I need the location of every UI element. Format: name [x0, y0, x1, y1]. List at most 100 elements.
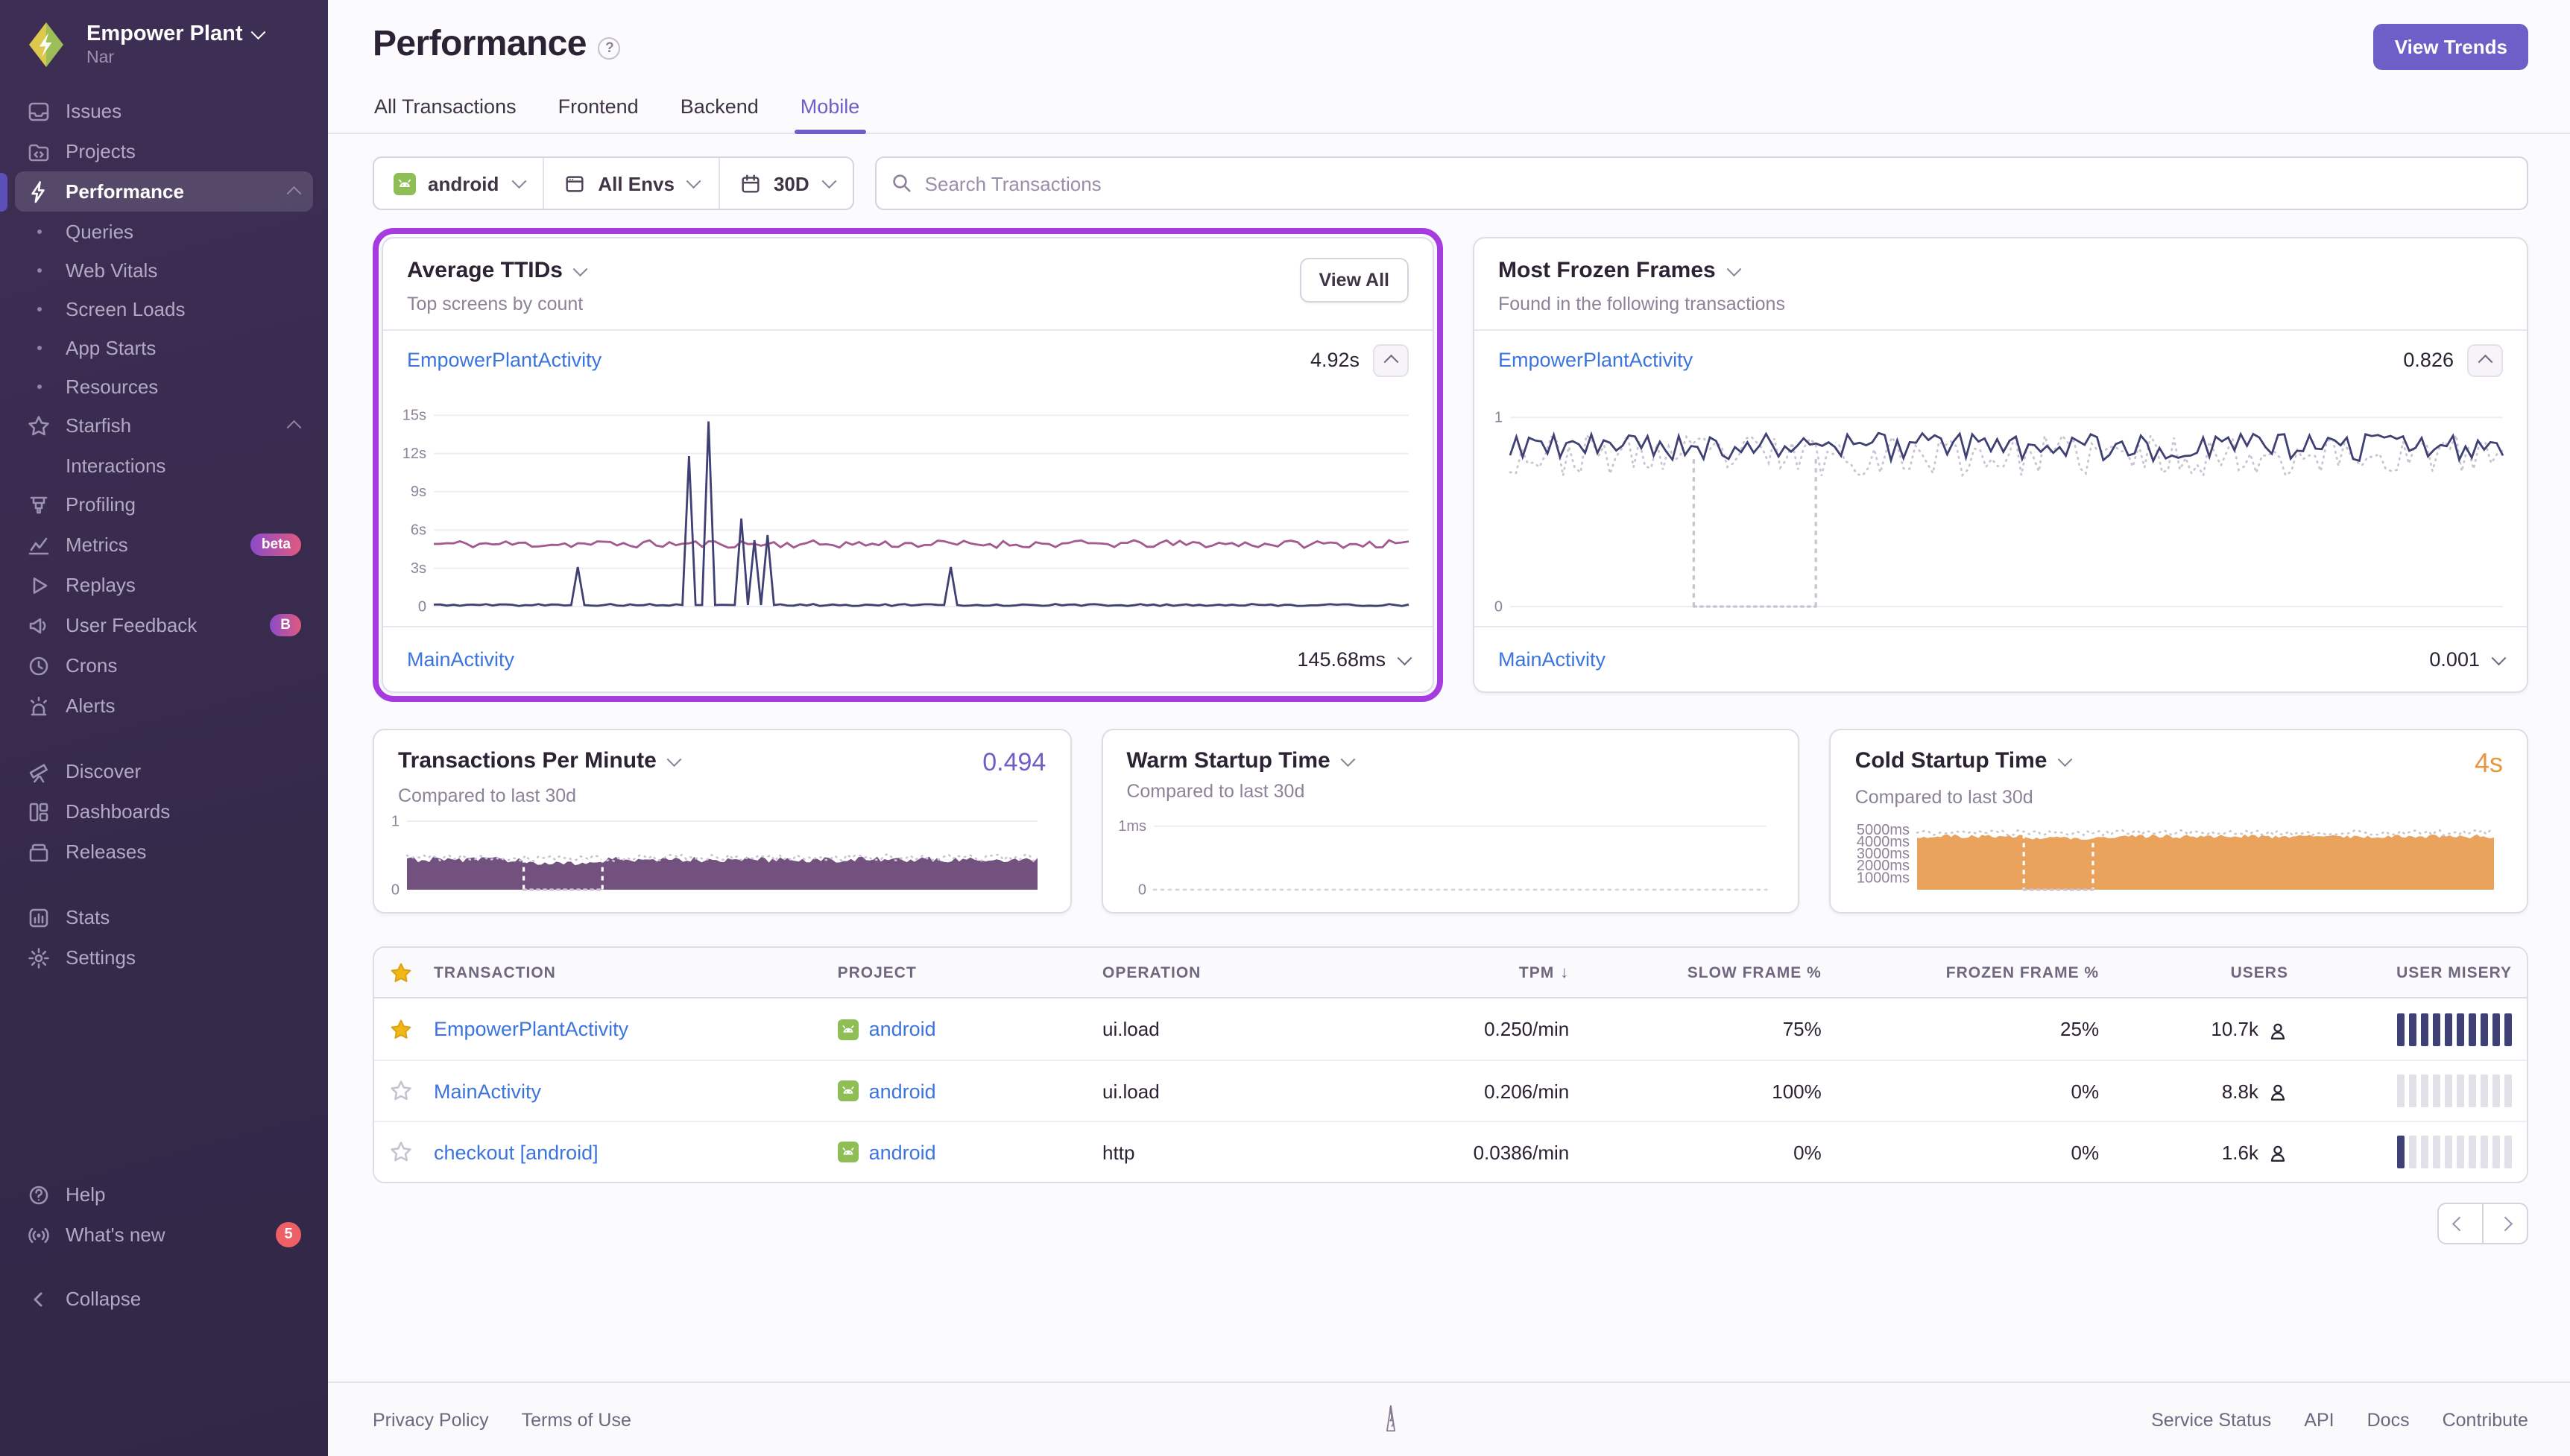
star-column-header[interactable]: [389, 960, 434, 984]
transaction-link[interactable]: checkout [android]: [434, 1141, 599, 1163]
android-icon: [394, 172, 416, 194]
chevron-down-icon[interactable]: [1727, 262, 1740, 275]
view-trends-button[interactable]: View Trends: [2374, 24, 2528, 70]
sidebar-item-releases[interactable]: Releases: [15, 832, 313, 872]
chevron-down-icon[interactable]: [2491, 651, 2504, 664]
project-link[interactable]: android: [869, 1018, 936, 1040]
environment-filter[interactable]: All Envs: [543, 158, 719, 209]
transaction-link[interactable]: EmpowerPlantActivity: [434, 1018, 628, 1040]
footer-link-privacy-policy[interactable]: Privacy Policy: [373, 1409, 489, 1430]
project-filter[interactable]: android: [374, 158, 543, 209]
column-header-operation[interactable]: OPERATION: [1102, 963, 1342, 981]
users-cell: 8.8k: [2099, 1080, 2288, 1102]
prev-page-button[interactable]: [2437, 1203, 2484, 1244]
sidebar-item-crons[interactable]: Crons: [15, 645, 313, 686]
column-header-frozen-frame-[interactable]: FROZEN FRAME %: [1822, 963, 2099, 981]
help-icon[interactable]: ?: [599, 37, 621, 59]
chevron-down-icon[interactable]: [668, 752, 681, 765]
search-transactions-input[interactable]: [876, 156, 2528, 210]
sidebar-item-profiling[interactable]: Profiling: [15, 484, 313, 525]
svg-text:0: 0: [1137, 881, 1146, 898]
footer-link-api[interactable]: API: [2304, 1409, 2334, 1430]
collapse-row-button[interactable]: [2467, 344, 2503, 376]
sidebar-item-label: Help: [66, 1183, 106, 1206]
sidebar-item-what-s-new[interactable]: What's new 5: [15, 1215, 313, 1255]
sidebar-item-resources[interactable]: Resources: [15, 367, 313, 405]
profiling-icon: [27, 493, 51, 516]
view-all-button[interactable]: View All: [1300, 258, 1409, 303]
sidebar-item-replays[interactable]: Replays: [15, 565, 313, 605]
frozen-frame-cell: 0%: [1822, 1080, 2099, 1102]
warm-startup-time-card: Warm Startup Time Compared to last 30d 1…: [1101, 729, 1799, 914]
star-icon[interactable]: [389, 1079, 413, 1103]
tab-mobile[interactable]: Mobile: [799, 85, 862, 133]
chevron-down-icon[interactable]: [2059, 752, 2072, 765]
tab-frontend[interactable]: Frontend: [557, 85, 640, 133]
sidebar-item-label: Web Vitals: [66, 259, 157, 281]
transaction-link[interactable]: MainActivity: [434, 1080, 541, 1102]
sidebar-item-screen-loads[interactable]: Screen Loads: [15, 289, 313, 328]
table-row[interactable]: MainActivity android ui.load 0.206/min 1…: [374, 1060, 2527, 1121]
column-header-tpm[interactable]: TPM↓: [1342, 963, 1570, 981]
sidebar-item-performance[interactable]: Performance: [15, 171, 313, 212]
table-row[interactable]: EmpowerPlantActivity android ui.load 0.2…: [374, 998, 2527, 1060]
page-footer: Privacy Policy Terms of Use Service Statu…: [328, 1381, 2570, 1456]
svg-text:3s: 3s: [411, 560, 426, 577]
tab-all-transactions[interactable]: All Transactions: [373, 85, 518, 133]
chevron-down-icon[interactable]: [1397, 651, 1410, 664]
column-header-project[interactable]: PROJECT: [838, 963, 1102, 981]
star-icon[interactable]: [389, 1140, 413, 1164]
footer-link-terms-of-use[interactable]: Terms of Use: [522, 1409, 631, 1430]
chevron-down-icon: [251, 25, 265, 39]
column-header-users[interactable]: USERS: [2099, 963, 2288, 981]
collapse-row-button[interactable]: [1373, 344, 1409, 376]
page-title: Performance: [373, 24, 587, 66]
sidebar-collapse-button[interactable]: Collapse: [0, 1279, 328, 1319]
sidebar-item-issues[interactable]: Issues: [15, 91, 313, 131]
star-icon[interactable]: [389, 1017, 413, 1041]
dashboards-icon: [27, 800, 51, 823]
footer-link-service-status[interactable]: Service Status: [2151, 1409, 2271, 1430]
chevron-up-icon: [286, 421, 300, 434]
footer-link-docs[interactable]: Docs: [2367, 1409, 2410, 1430]
page-filters: android All Envs 30D: [373, 156, 855, 210]
sidebar-item-starfish[interactable]: Starfish: [15, 405, 313, 446]
metric-value: 0.826: [2403, 349, 2454, 371]
chevron-down-icon[interactable]: [1342, 752, 1355, 765]
transaction-link[interactable]: EmpowerPlantActivity: [1498, 349, 1693, 371]
sidebar-item-dashboards[interactable]: Dashboards: [15, 791, 313, 832]
date-range-filter[interactable]: 30D: [719, 158, 853, 209]
transaction-link[interactable]: MainActivity: [1498, 648, 1606, 671]
sidebar-item-interactions[interactable]: Interactions: [15, 446, 313, 484]
table-row[interactable]: checkout [android] android http 0.0386/m…: [374, 1121, 2527, 1182]
chevron-down-icon[interactable]: [574, 262, 587, 275]
project-link[interactable]: android: [869, 1141, 936, 1163]
sidebar-item-help[interactable]: Help: [15, 1174, 313, 1215]
sidebar-item-alerts[interactable]: Alerts: [15, 686, 313, 726]
column-header-slow-frame-[interactable]: SLOW FRAME %: [1569, 963, 1822, 981]
project-link[interactable]: android: [869, 1080, 936, 1102]
sidebar-item-settings[interactable]: Settings: [15, 937, 313, 978]
column-header-transaction[interactable]: TRANSACTION: [434, 963, 838, 981]
clock-icon: [27, 653, 51, 677]
chevron-right-icon: [2498, 1217, 2512, 1230]
next-page-button[interactable]: [2482, 1203, 2528, 1244]
footer-link-contribute[interactable]: Contribute: [2443, 1409, 2528, 1430]
window-icon: [563, 172, 586, 194]
transaction-link[interactable]: MainActivity: [407, 648, 514, 671]
siren-icon: [27, 694, 51, 718]
sidebar-item-metrics[interactable]: Metrics beta: [15, 525, 313, 565]
sidebar-item-user-feedback[interactable]: User Feedback B: [15, 605, 313, 645]
sidebar-item-app-starts[interactable]: App Starts: [15, 328, 313, 367]
transaction-link[interactable]: EmpowerPlantActivity: [407, 349, 602, 371]
sidebar-item-discover[interactable]: Discover: [15, 751, 313, 791]
tab-backend[interactable]: Backend: [679, 85, 760, 133]
accordion-row: EmpowerPlantActivity 0.826: [1474, 329, 2527, 389]
sidebar-item-queries[interactable]: Queries: [15, 212, 313, 250]
issues-icon: [27, 99, 51, 123]
sidebar-item-stats[interactable]: Stats: [15, 897, 313, 937]
sidebar-item-web-vitals[interactable]: Web Vitals: [15, 250, 313, 289]
sidebar-item-projects[interactable]: Projects: [15, 131, 313, 171]
org-switcher[interactable]: Empower Plant Nar: [0, 0, 328, 85]
column-header-user-misery[interactable]: USER MISERY: [2288, 963, 2512, 981]
